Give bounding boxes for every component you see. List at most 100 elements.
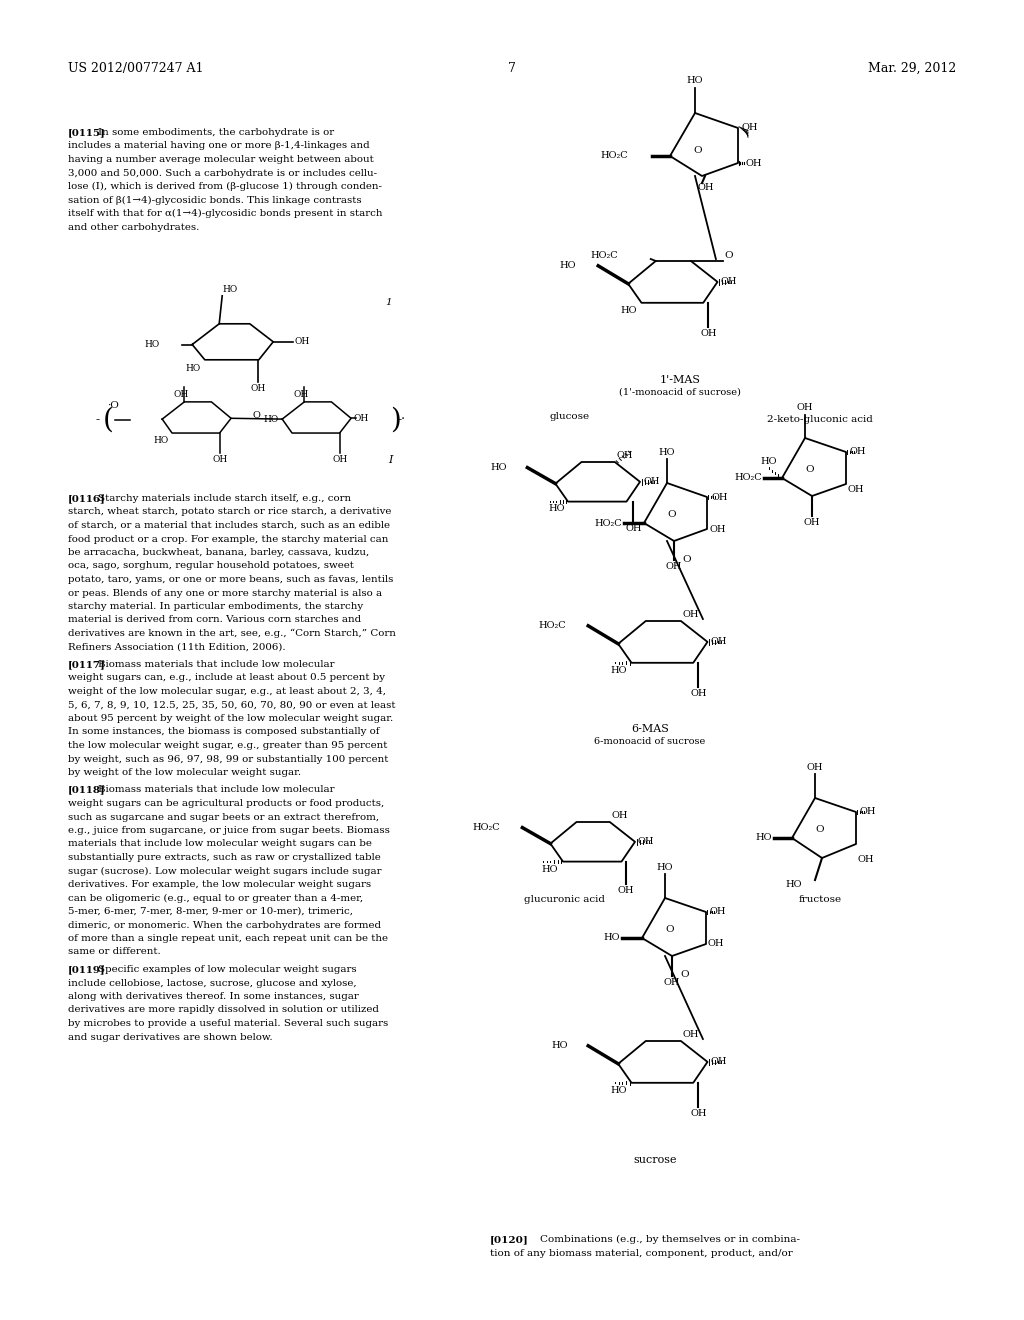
Text: e.g., juice from sugarcane, or juice from sugar beets. Biomass: e.g., juice from sugarcane, or juice fro…	[68, 826, 390, 836]
Text: OH: OH	[664, 978, 680, 987]
Text: OH: OH	[643, 478, 659, 486]
Text: about 95 percent by weight of the low molecular weight sugar.: about 95 percent by weight of the low mo…	[68, 714, 393, 723]
Text: HO: HO	[756, 833, 772, 842]
Text: OH: OH	[616, 451, 633, 459]
Text: weight sugars can be agricultural products or food products,: weight sugars can be agricultural produc…	[68, 799, 384, 808]
Text: of more than a single repeat unit, each repeat unit can be the: of more than a single repeat unit, each …	[68, 935, 388, 942]
Text: OH: OH	[251, 384, 265, 393]
Text: OH: OH	[746, 160, 763, 169]
Text: 5, 6, 7, 8, 9, 10, 12.5, 25, 35, 50, 60, 70, 80, 90 or even at least: 5, 6, 7, 8, 9, 10, 12.5, 25, 35, 50, 60,…	[68, 701, 395, 710]
Text: HO: HO	[687, 77, 703, 84]
Text: OH: OH	[700, 329, 717, 338]
Text: include cellobiose, lactose, sucrose, glucose and xylose,: include cellobiose, lactose, sucrose, gl…	[68, 978, 356, 987]
Text: itself with that for α(1→4)-glycosidic bonds present in starch: itself with that for α(1→4)-glycosidic b…	[68, 209, 383, 218]
Text: HO: HO	[785, 880, 802, 888]
Text: O: O	[725, 251, 733, 260]
Text: OH: OH	[708, 940, 725, 949]
Text: HO: HO	[552, 1041, 568, 1051]
Text: HO: HO	[145, 341, 160, 348]
Text: OH: OH	[721, 277, 737, 286]
Text: -: -	[96, 413, 100, 426]
Text: HO: HO	[560, 261, 577, 271]
Text: OH: OH	[797, 403, 813, 412]
Text: O: O	[680, 970, 688, 979]
Text: 2-keto-gluconic acid: 2-keto-gluconic acid	[767, 414, 872, 424]
Text: and other carbohydrates.: and other carbohydrates.	[68, 223, 200, 231]
Text: HO: HO	[490, 463, 508, 473]
Text: 6-monoacid of sucrose: 6-monoacid of sucrose	[594, 737, 706, 746]
Text: sucrose: sucrose	[633, 1155, 677, 1166]
Text: O: O	[816, 825, 824, 834]
Text: Mar. 29, 2012: Mar. 29, 2012	[867, 62, 956, 75]
Text: 5-mer, 6-mer, 7-mer, 8-mer, 9-mer or 10-mer), trimeric,: 5-mer, 6-mer, 7-mer, 8-mer, 9-mer or 10-…	[68, 907, 353, 916]
Text: oca, sago, sorghum, regular household potatoes, sweet: oca, sago, sorghum, regular household po…	[68, 561, 354, 570]
Text: OH: OH	[742, 124, 759, 132]
Text: food product or a crop. For example, the starchy material can: food product or a crop. For example, the…	[68, 535, 388, 544]
Text: and sugar derivatives are shown below.: and sugar derivatives are shown below.	[68, 1032, 272, 1041]
Text: Refiners Association (11th Edition, 2006).: Refiners Association (11th Edition, 2006…	[68, 643, 286, 652]
Text: OH: OH	[697, 183, 715, 191]
Text: HO: HO	[656, 863, 673, 873]
Text: derivatives are more rapidly dissolved in solution or utilized: derivatives are more rapidly dissolved i…	[68, 1006, 379, 1015]
Text: O: O	[682, 554, 690, 564]
Text: HO: HO	[185, 364, 201, 372]
Text: OH: OH	[294, 338, 309, 346]
Text: O: O	[693, 147, 702, 154]
Text: (: (	[103, 407, 114, 433]
Text: HO₂C: HO₂C	[734, 474, 762, 483]
Text: HO₂C: HO₂C	[590, 252, 617, 260]
Text: O: O	[806, 465, 814, 474]
Text: [0119]: [0119]	[68, 965, 105, 974]
Text: HO: HO	[610, 1086, 627, 1094]
Text: OH: OH	[710, 524, 726, 533]
Text: HO: HO	[610, 665, 627, 675]
Text: 3,000 and 50,000. Such a carbohydrate is or includes cellu-: 3,000 and 50,000. Such a carbohydrate is…	[68, 169, 377, 177]
Text: starch, wheat starch, potato starch or rice starch, a derivative: starch, wheat starch, potato starch or r…	[68, 507, 391, 516]
Text: materials that include low molecular weight sugars can be: materials that include low molecular wei…	[68, 840, 372, 849]
Text: Biomass materials that include low molecular: Biomass materials that include low molec…	[98, 660, 335, 669]
Text: weight of the low molecular sugar, e.g., at least about 2, 3, 4,: weight of the low molecular sugar, e.g.,…	[68, 686, 386, 696]
Text: tion of any biomass material, component, product, and/or: tion of any biomass material, component,…	[490, 1249, 793, 1258]
Text: Combinations (e.g., by themselves or in combina-: Combinations (e.g., by themselves or in …	[540, 1236, 800, 1245]
Text: OH: OH	[174, 389, 189, 399]
Text: material is derived from corn. Various corn starches and: material is derived from corn. Various c…	[68, 615, 361, 624]
Text: OH: OH	[294, 389, 309, 399]
Text: starchy material. In particular embodiments, the starchy: starchy material. In particular embodime…	[68, 602, 364, 611]
Text: In some embodiments, the carbohydrate is or: In some embodiments, the carbohydrate is…	[98, 128, 334, 137]
Text: HO: HO	[620, 306, 637, 314]
Text: the low molecular weight sugar, e.g., greater than 95 percent: the low molecular weight sugar, e.g., gr…	[68, 741, 387, 750]
Text: substantially pure extracts, such as raw or crystallized table: substantially pure extracts, such as raw…	[68, 853, 381, 862]
Text: OH: OH	[807, 763, 823, 772]
Text: or peas. Blends of any one or more starchy material is also a: or peas. Blends of any one or more starc…	[68, 589, 382, 598]
Text: OH: OH	[858, 855, 874, 865]
Text: -·: -·	[397, 413, 406, 426]
Text: (1'-monoacid of sucrose): (1'-monoacid of sucrose)	[620, 388, 741, 397]
Text: be arracacha, buckwheat, banana, barley, cassava, kudzu,: be arracacha, buckwheat, banana, barley,…	[68, 548, 370, 557]
Text: 7: 7	[508, 62, 516, 75]
Text: ·O: ·O	[106, 400, 119, 409]
Text: [0116]: [0116]	[68, 494, 105, 503]
Text: OH: OH	[860, 808, 877, 817]
Text: ): )	[390, 407, 400, 433]
Text: HO₂C: HO₂C	[473, 824, 501, 832]
Text: glucose: glucose	[550, 412, 590, 421]
Text: OH: OH	[618, 886, 635, 895]
Text: [0118]: [0118]	[68, 785, 105, 795]
Text: Starchy materials include starch itself, e.g., corn: Starchy materials include starch itself,…	[98, 494, 351, 503]
Text: HO: HO	[761, 458, 777, 466]
Text: [0120]: [0120]	[490, 1236, 528, 1243]
Text: OH: OH	[333, 455, 348, 465]
Text: 1: 1	[385, 298, 391, 308]
Text: HO₂C: HO₂C	[600, 152, 628, 161]
Text: Biomass materials that include low molecular: Biomass materials that include low molec…	[98, 785, 335, 795]
Text: OH: OH	[683, 1030, 699, 1039]
Text: can be oligomeric (e.g., equal to or greater than a 4-mer,: can be oligomeric (e.g., equal to or gre…	[68, 894, 364, 903]
Text: sugar (sucrose). Low molecular weight sugars include sugar: sugar (sucrose). Low molecular weight su…	[68, 866, 382, 875]
Text: HO₂C: HO₂C	[594, 519, 622, 528]
Text: HO: HO	[542, 865, 558, 874]
Text: Specific examples of low molecular weight sugars: Specific examples of low molecular weigh…	[98, 965, 356, 974]
Text: OH: OH	[711, 492, 727, 502]
Text: sation of β(1→4)-glycosidic bonds. This linkage contrasts: sation of β(1→4)-glycosidic bonds. This …	[68, 195, 361, 205]
Text: by weight, such as 96, 97, 98, 99 or substantially 100 percent: by weight, such as 96, 97, 98, 99 or sub…	[68, 755, 388, 763]
Text: HO₂C: HO₂C	[539, 622, 566, 630]
